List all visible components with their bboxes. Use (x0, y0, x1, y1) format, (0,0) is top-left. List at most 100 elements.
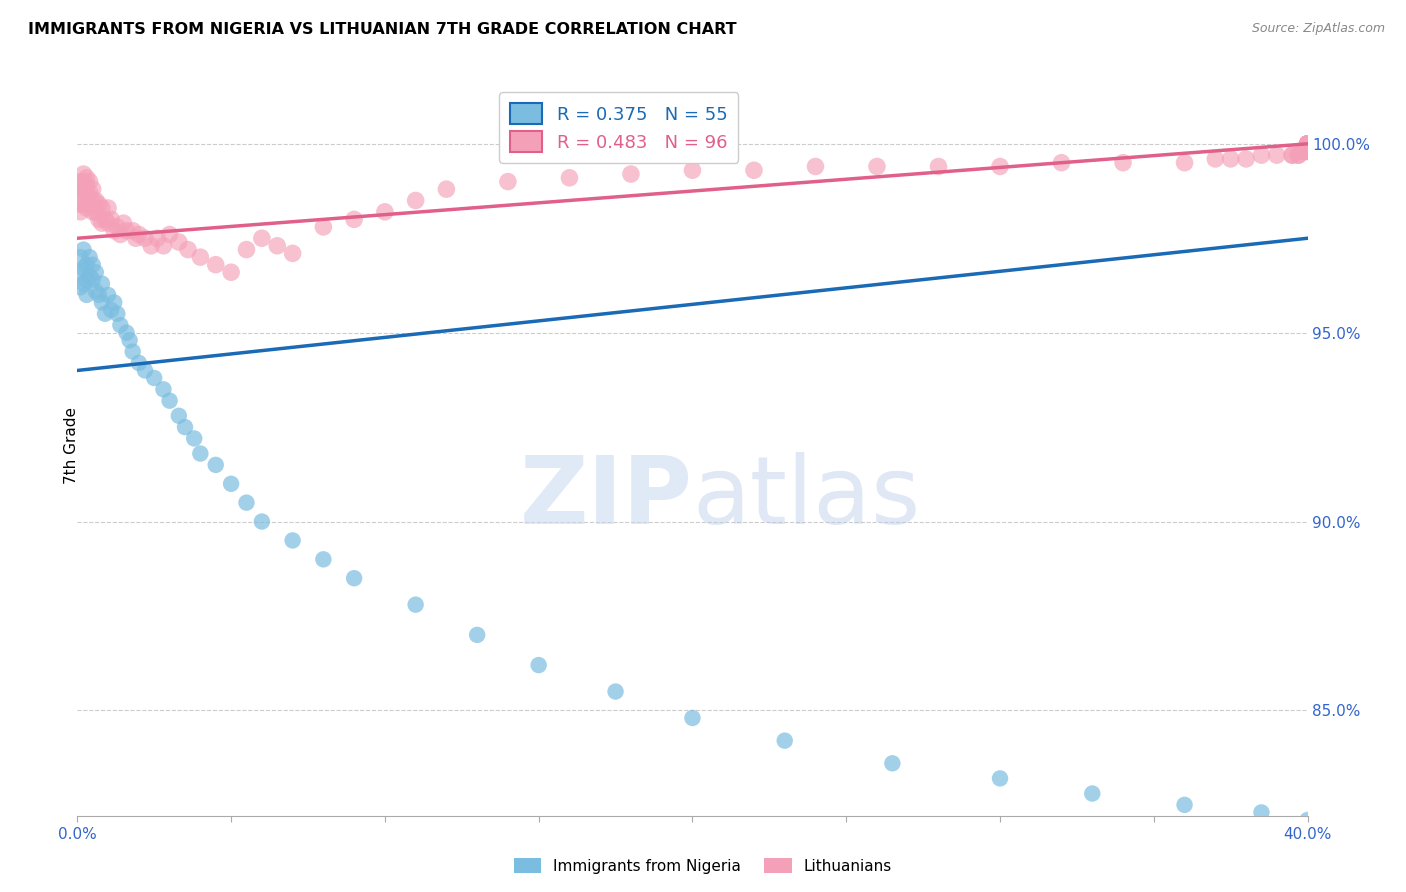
Text: IMMIGRANTS FROM NIGERIA VS LITHUANIAN 7TH GRADE CORRELATION CHART: IMMIGRANTS FROM NIGERIA VS LITHUANIAN 7T… (28, 22, 737, 37)
Point (1296, 145, 1319, 159)
Point (82, 194, 104, 208)
Point (167, 409, 190, 423)
Point (115, 224, 138, 238)
Point (84, 284, 107, 298)
Point (100, 212, 122, 227)
Point (250, 231, 273, 245)
Point (1294, 145, 1316, 159)
Point (1296, 136, 1319, 151)
Point (1296, 140, 1319, 154)
Point (1296, 136, 1319, 151)
Point (72, 277, 94, 291)
Point (866, 160, 889, 174)
Point (1219, 152, 1241, 166)
Point (159, 227, 181, 242)
Point (1296, 136, 1319, 151)
Legend: Immigrants from Nigeria, Lithuanians: Immigrants from Nigeria, Lithuanians (508, 852, 898, 880)
Point (128, 227, 150, 242)
Point (374, 204, 396, 219)
Point (1174, 797, 1197, 812)
Point (465, 628, 488, 642)
Point (94, 307, 117, 321)
Point (1296, 140, 1319, 154)
Point (1286, 148, 1309, 162)
Point (76, 258, 98, 272)
Point (235, 496, 257, 510)
Text: ZIP: ZIP (520, 452, 693, 544)
Point (121, 344, 143, 359)
Point (1112, 155, 1135, 169)
Point (82, 273, 104, 287)
Point (79, 250, 101, 264)
Legend: R = 0.375   N = 55, R = 0.483   N = 96: R = 0.375 N = 55, R = 0.483 N = 96 (499, 92, 738, 163)
Point (72, 197, 94, 211)
Point (69, 204, 91, 219)
Point (97, 201, 120, 215)
Point (405, 598, 427, 612)
Point (84, 194, 107, 208)
Point (343, 212, 366, 227)
Point (620, 167, 643, 181)
Point (1281, 148, 1303, 162)
Point (174, 420, 197, 434)
Point (152, 382, 174, 396)
Point (69, 197, 91, 211)
Point (682, 163, 704, 178)
Point (82, 258, 104, 272)
Point (167, 235, 190, 249)
Point (219, 476, 242, 491)
Point (118, 333, 141, 347)
Point (1296, 813, 1319, 827)
Point (94, 212, 117, 227)
Point (436, 182, 458, 196)
Point (1265, 148, 1288, 162)
Point (90, 201, 114, 215)
Point (134, 231, 156, 245)
Point (1250, 805, 1272, 820)
Point (110, 227, 132, 242)
Point (82, 204, 104, 219)
Point (204, 258, 226, 272)
Point (105, 219, 128, 234)
Point (128, 356, 150, 370)
Point (121, 224, 143, 238)
Point (343, 571, 366, 585)
Point (72, 167, 94, 181)
Text: Source: ZipAtlas.com: Source: ZipAtlas.com (1251, 22, 1385, 36)
Point (1296, 136, 1319, 151)
Point (1204, 152, 1226, 166)
Point (188, 250, 212, 264)
Point (84, 204, 107, 219)
Point (76, 178, 98, 193)
Point (69, 182, 91, 196)
Point (110, 318, 132, 332)
Point (90, 216, 114, 230)
Point (1294, 145, 1316, 159)
Point (87, 212, 110, 227)
Point (682, 711, 704, 725)
Point (281, 246, 304, 260)
Point (1281, 148, 1303, 162)
Point (804, 160, 827, 174)
Point (1250, 148, 1272, 162)
Point (76, 273, 98, 287)
Point (84, 265, 107, 279)
Point (742, 163, 765, 178)
Point (134, 363, 156, 377)
Point (79, 197, 101, 211)
Point (882, 756, 904, 771)
Point (90, 277, 114, 291)
Point (1296, 140, 1319, 154)
Point (97, 288, 120, 302)
Point (76, 288, 98, 302)
Point (72, 175, 94, 189)
Point (82, 182, 104, 196)
Point (183, 432, 205, 446)
Point (204, 458, 226, 472)
Point (266, 239, 288, 253)
Point (1296, 136, 1319, 151)
Point (69, 265, 91, 279)
Point (69, 175, 91, 189)
Point (159, 393, 181, 408)
Point (312, 219, 335, 234)
